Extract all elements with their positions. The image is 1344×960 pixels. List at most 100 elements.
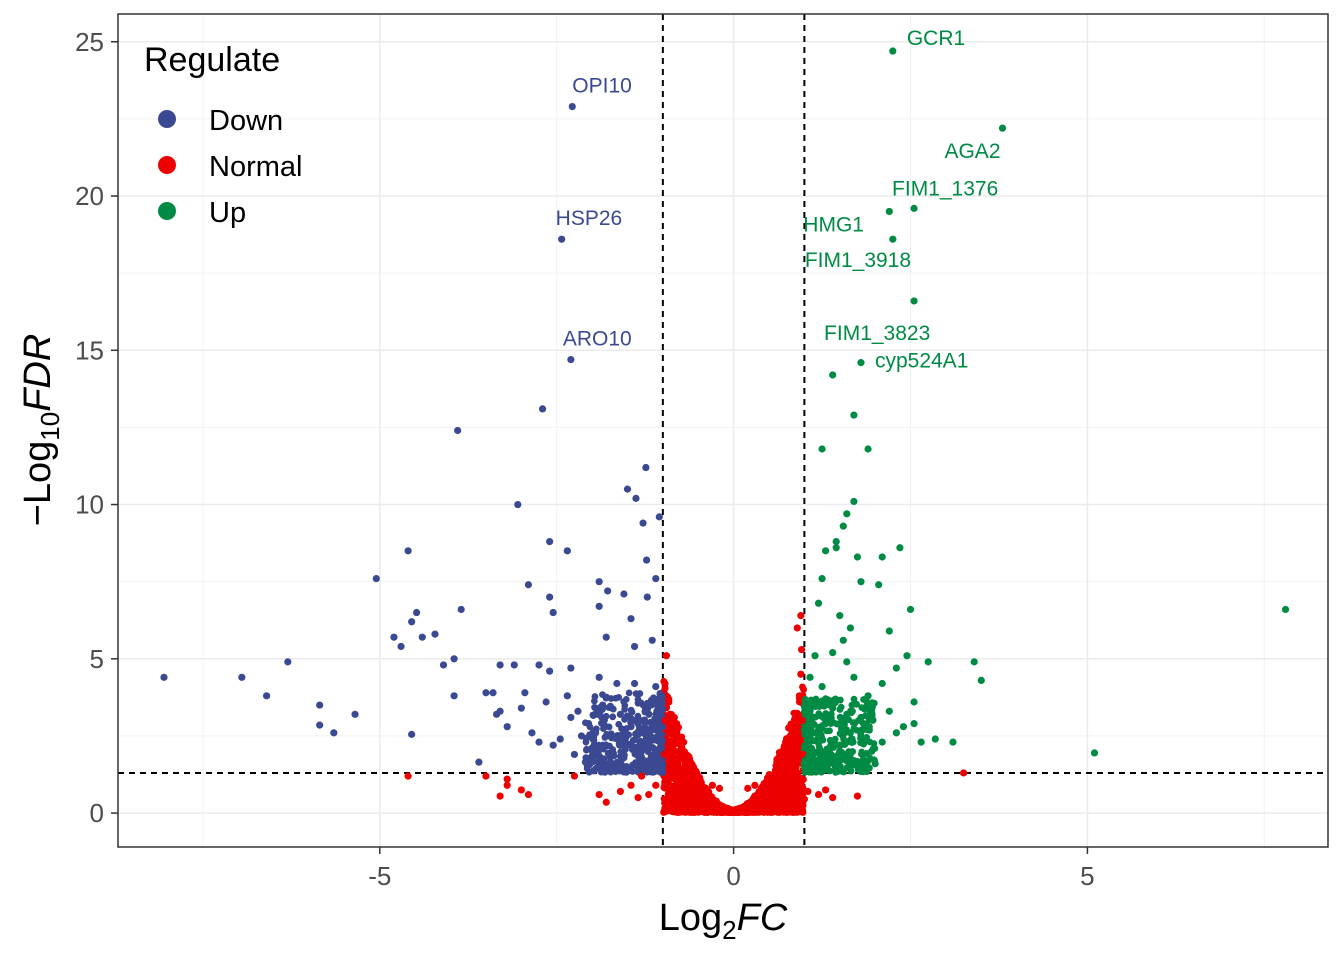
point-down xyxy=(535,738,543,746)
point-up-cluster xyxy=(802,704,810,712)
point-up xyxy=(910,297,918,305)
point-up xyxy=(889,235,897,243)
point-normal xyxy=(616,787,624,796)
point-down xyxy=(408,618,416,626)
point-up xyxy=(878,679,886,688)
point-normal-cloud xyxy=(673,757,681,765)
point-normal xyxy=(638,772,646,780)
point-normal xyxy=(786,732,794,740)
point-down xyxy=(570,750,579,759)
point-down xyxy=(567,355,575,364)
point-down xyxy=(584,719,593,728)
point-up xyxy=(832,760,840,768)
point-normal xyxy=(666,710,674,718)
point-normal-cloud xyxy=(664,790,672,798)
x-axis-title-base: Log xyxy=(659,897,722,939)
x-axis-title-italic: FC xyxy=(737,897,788,939)
point-up-cluster xyxy=(859,719,867,727)
point-down xyxy=(613,679,621,688)
point-down xyxy=(546,537,554,546)
point-up xyxy=(829,371,837,379)
point-down xyxy=(408,730,416,738)
point-up xyxy=(804,753,812,762)
point-down-cluster xyxy=(652,713,660,721)
point-normal xyxy=(676,741,685,749)
point-normal xyxy=(404,772,412,780)
point-normal xyxy=(482,772,490,780)
gene-label-hsp26: HSP26 xyxy=(556,207,623,230)
point-normal-cloud xyxy=(781,790,789,798)
point-normal xyxy=(797,612,805,620)
point-down xyxy=(517,704,525,712)
point-up xyxy=(811,652,819,660)
point-normal xyxy=(627,781,635,789)
point-up xyxy=(839,522,847,530)
point-down xyxy=(457,605,465,614)
point-down xyxy=(489,689,497,697)
point-up xyxy=(822,719,830,728)
point-down-cluster xyxy=(589,712,597,720)
point-up xyxy=(903,652,911,660)
gene-label-fim1_3918: FIM1_3918 xyxy=(805,249,911,272)
point-down xyxy=(397,642,405,651)
point-normal xyxy=(664,695,673,703)
point-normal xyxy=(680,750,688,759)
point-up-cluster xyxy=(832,695,840,703)
point-normal xyxy=(793,624,801,632)
point-down xyxy=(630,679,639,688)
point-normal xyxy=(959,769,968,777)
point-down xyxy=(655,719,663,728)
point-up xyxy=(878,553,886,561)
point-up xyxy=(875,581,883,589)
legend: Regulate Down Normal Up xyxy=(144,41,302,229)
point-normal xyxy=(800,795,808,803)
point-up xyxy=(864,726,872,734)
point-up xyxy=(867,747,876,755)
point-up xyxy=(850,673,858,681)
plot-panel-border xyxy=(117,13,1329,848)
point-normal-cloud xyxy=(707,806,715,814)
point-down-cluster xyxy=(627,706,635,714)
legend-item-normal: Normal xyxy=(158,151,302,183)
point-up xyxy=(885,707,893,715)
point-down xyxy=(549,608,557,617)
point-down xyxy=(595,578,603,586)
point-up xyxy=(1090,749,1099,757)
point-up xyxy=(910,719,918,728)
x-tick-label: 5 xyxy=(1080,861,1094,891)
x-axis-title-subscript: 2 xyxy=(722,915,736,945)
point-up-cluster xyxy=(816,765,823,773)
point-down xyxy=(284,658,292,666)
point-down xyxy=(450,655,458,663)
point-up-cluster xyxy=(848,739,856,747)
point-up xyxy=(864,445,872,453)
point-down-cluster xyxy=(590,758,597,766)
point-normal-cloud xyxy=(800,686,808,693)
point-normal-cloud xyxy=(780,804,788,812)
point-down-cluster xyxy=(658,731,666,739)
point-up-cluster xyxy=(827,742,834,750)
point-down-cluster xyxy=(636,690,644,697)
point-up xyxy=(850,757,858,765)
point-down-cluster xyxy=(615,720,623,728)
point-normal xyxy=(790,787,798,796)
point-down xyxy=(652,574,660,583)
point-normal xyxy=(793,769,801,777)
point-down xyxy=(638,757,646,765)
point-down xyxy=(330,729,338,737)
point-down xyxy=(262,692,271,700)
point-down xyxy=(627,741,635,749)
point-normal xyxy=(691,772,699,780)
point-down xyxy=(620,753,628,762)
point-down-cluster xyxy=(636,739,644,746)
point-down xyxy=(592,729,600,737)
point-normal-cloud xyxy=(664,737,672,745)
point-normal-cloud xyxy=(695,808,703,816)
point-down-cluster xyxy=(603,732,611,740)
point-down-cluster xyxy=(585,768,593,776)
point-normal xyxy=(744,784,752,792)
point-down xyxy=(568,102,576,111)
point-normal xyxy=(765,778,773,786)
x-axis: -5 0 5 xyxy=(368,847,1095,891)
